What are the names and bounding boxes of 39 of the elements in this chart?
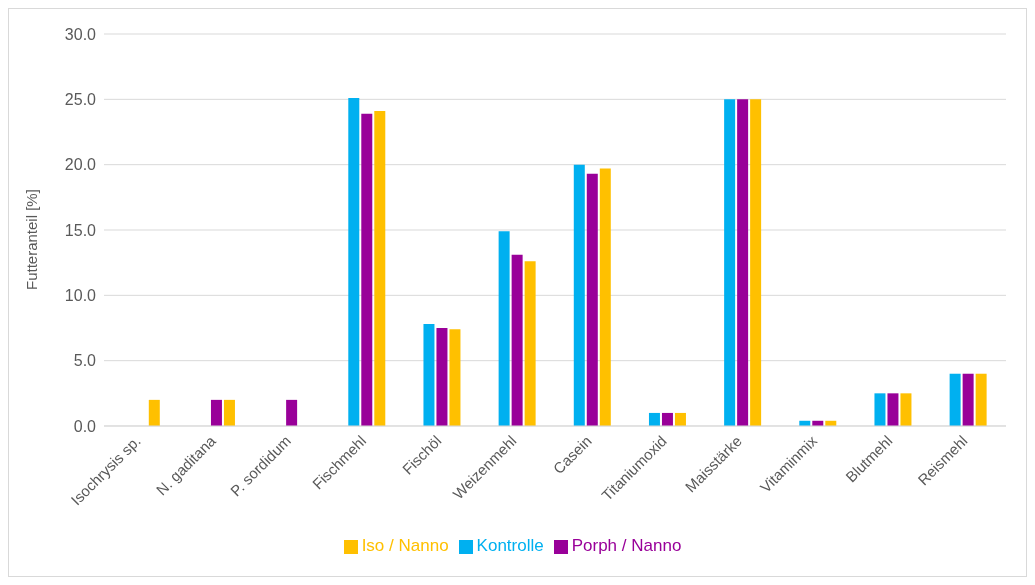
y-tick-label: 15.0 bbox=[64, 221, 97, 239]
bar bbox=[900, 393, 912, 426]
bar bbox=[573, 164, 585, 426]
bar bbox=[887, 393, 899, 426]
bar bbox=[962, 373, 974, 426]
bar bbox=[498, 231, 510, 426]
y-tick-label: 10.0 bbox=[64, 287, 97, 305]
bar bbox=[949, 373, 961, 426]
bar bbox=[524, 261, 536, 426]
bar bbox=[348, 98, 360, 426]
bar bbox=[423, 324, 435, 426]
bar bbox=[750, 99, 762, 426]
bar bbox=[661, 412, 673, 426]
bar bbox=[674, 412, 686, 426]
bar bbox=[874, 393, 886, 426]
bar bbox=[223, 399, 235, 426]
bar bbox=[586, 173, 598, 426]
bar bbox=[648, 412, 660, 426]
bar bbox=[436, 328, 448, 426]
legend-label: Iso / Nanno bbox=[361, 536, 449, 555]
bar bbox=[361, 113, 373, 426]
y-tick-label: 25.0 bbox=[64, 91, 97, 109]
bar bbox=[210, 399, 222, 426]
bar bbox=[449, 329, 461, 426]
bar bbox=[148, 399, 160, 426]
bar bbox=[724, 99, 736, 426]
y-tick-label: 0.0 bbox=[73, 417, 97, 435]
bar bbox=[374, 111, 386, 426]
y-tick-label: 20.0 bbox=[64, 156, 97, 174]
bar bbox=[511, 254, 523, 426]
bar bbox=[286, 399, 298, 426]
legend-label: Kontrolle bbox=[476, 536, 544, 555]
y-tick-label: 5.0 bbox=[73, 352, 97, 370]
y-tick-label: 30.0 bbox=[64, 25, 97, 43]
bar bbox=[599, 168, 611, 426]
bar bbox=[975, 373, 987, 426]
y-axis-title: Futteranteil [%] bbox=[23, 189, 41, 290]
bar bbox=[737, 99, 749, 426]
legend-label: Porph / Nanno bbox=[571, 536, 682, 555]
